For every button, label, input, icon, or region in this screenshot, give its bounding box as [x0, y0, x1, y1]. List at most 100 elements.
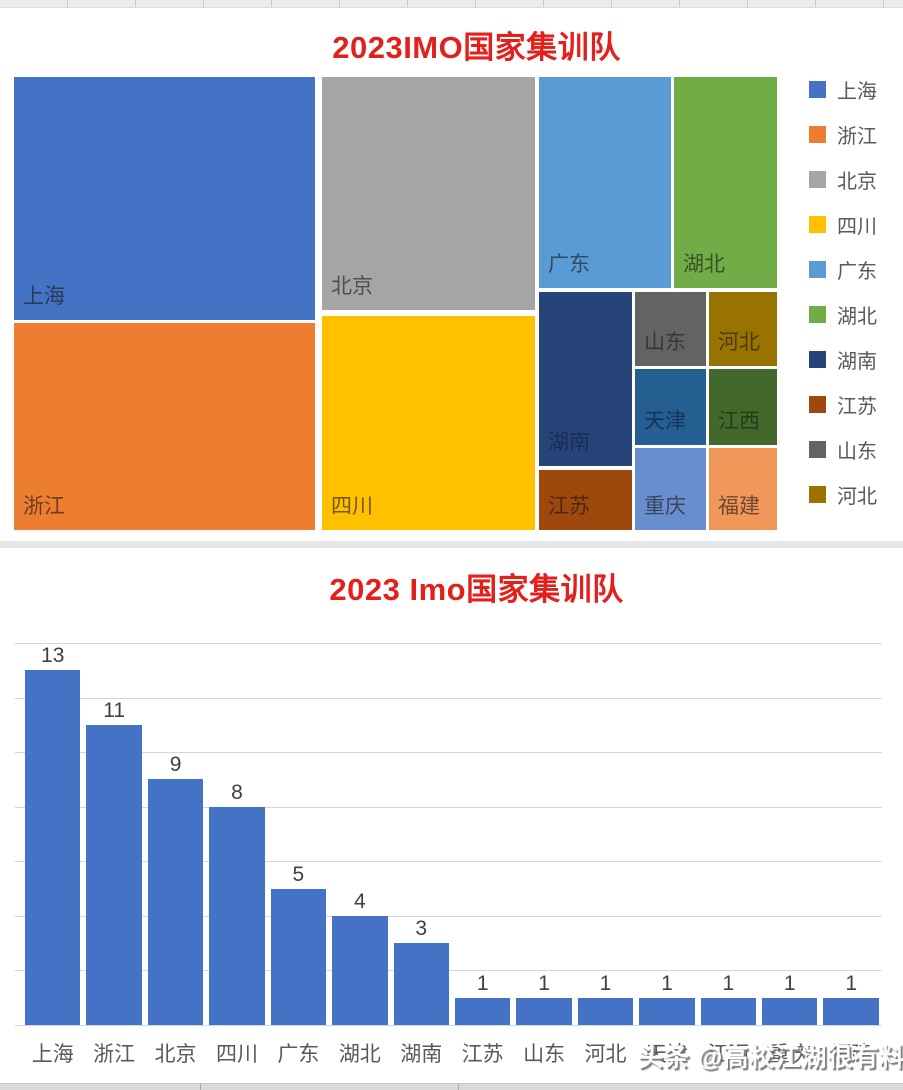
bar[interactable]: 1: [700, 972, 757, 1025]
bar-slot: 1: [762, 643, 818, 1025]
treemap-cell-label: 浙江: [23, 494, 65, 518]
chart-separator: [0, 541, 903, 548]
legend-swatch-icon: [809, 350, 826, 368]
treemap-cell-label: 山东: [644, 331, 686, 354]
spreadsheet-row-strip-top: [0, 0, 903, 8]
bar-value-label: 1: [599, 971, 612, 995]
legend-label: 北京: [837, 170, 877, 193]
bar[interactable]: 5: [270, 863, 327, 1025]
treemap-cell[interactable]: 江西: [709, 369, 777, 445]
bar[interactable]: 1: [516, 972, 572, 1025]
x-axis-label: 重庆: [768, 1043, 811, 1066]
x-axis-label: 上海: [31, 1043, 74, 1066]
legend-item[interactable]: 四川: [809, 215, 877, 238]
bar-slot: 11: [86, 643, 142, 1025]
bar-slot: 1: [516, 643, 572, 1025]
legend-label: 江苏: [837, 395, 877, 418]
legend-label: 浙江: [837, 125, 877, 148]
legend-swatch-icon: [809, 215, 826, 233]
legend-label: 湖北: [837, 305, 877, 328]
legend-label: 山东: [837, 440, 877, 463]
bar-plot: 13 11 9 8 5 4 3 1 1 1 1 1 1 1: [15, 643, 882, 1026]
bar-value-label: 1: [722, 971, 735, 995]
treemap-cell[interactable]: 湖北: [673, 77, 777, 288]
x-axis-label: 河北: [584, 1043, 627, 1066]
bar-value-label: 1: [476, 971, 489, 995]
legend-label: 河北: [837, 485, 877, 508]
legend-item[interactable]: 江苏: [809, 395, 877, 418]
legend-item[interactable]: 湖北: [809, 305, 877, 328]
treemap-legend: 上海浙江北京四川广东湖北湖南江苏山东河北: [809, 80, 877, 508]
bar[interactable]: 11: [86, 699, 142, 1025]
treemap-cell-label: 河北: [718, 331, 761, 354]
treemap-cell-label: 湖北: [682, 253, 725, 276]
treemap-cell-label: 北京: [331, 274, 374, 298]
bar[interactable]: 3: [393, 917, 449, 1025]
cell-separator: [200, 1084, 201, 1090]
bar[interactable]: 1: [454, 972, 511, 1025]
bar-slot: 3: [393, 643, 449, 1025]
legend-item[interactable]: 山东: [809, 440, 877, 463]
x-axis-label: 天津: [645, 1043, 688, 1066]
bar-slot: 8: [209, 643, 265, 1025]
bar[interactable]: 8: [209, 781, 265, 1025]
treemap-cell[interactable]: 湖南: [539, 291, 633, 466]
spreadsheet-row-strip-bottom: [0, 1083, 903, 1090]
legend-item[interactable]: 广东: [809, 260, 877, 283]
legend-item[interactable]: 湖南: [809, 350, 877, 373]
gridline: [15, 915, 882, 917]
treemap-cell-label: 天津: [644, 410, 686, 433]
gridline: [15, 643, 882, 644]
x-axis-label: 四川: [215, 1043, 258, 1066]
gridline: [15, 697, 882, 699]
bar-slot: 13: [25, 643, 81, 1025]
legend-swatch-icon: [809, 485, 826, 503]
bar[interactable]: 4: [332, 890, 388, 1025]
bar-value-label: 5: [292, 862, 305, 886]
treemap-cell[interactable]: 福建: [709, 448, 777, 530]
bar-value-label: 3: [415, 917, 428, 941]
treemap-cell[interactable]: 上海: [14, 77, 315, 320]
legend-swatch-icon: [809, 170, 826, 188]
treemap-cell[interactable]: 北京: [322, 77, 536, 310]
bar[interactable]: 1: [823, 972, 879, 1025]
bar-value-label: 1: [538, 971, 550, 995]
legend-label: 湖南: [837, 350, 877, 373]
bar[interactable]: 1: [639, 972, 695, 1025]
legend-item[interactable]: 河北: [809, 485, 877, 508]
bar-slot: 4: [332, 643, 388, 1025]
legend-item[interactable]: 浙江: [809, 125, 877, 148]
watermark: 头条 @高校江湖很有料: [638, 1044, 903, 1072]
treemap-cell[interactable]: 四川: [322, 316, 536, 530]
legend-item[interactable]: 北京: [809, 170, 877, 193]
treemap-cell[interactable]: 广东: [539, 77, 671, 288]
legend-item[interactable]: 上海: [809, 80, 877, 103]
legend-label: 广东: [837, 260, 877, 283]
bar-value-label: 4: [353, 889, 366, 913]
treemap-cell[interactable]: 天津: [635, 369, 707, 445]
legend-label: 上海: [837, 80, 877, 103]
treemap-cell[interactable]: 山东: [635, 291, 707, 366]
bar[interactable]: 13: [25, 644, 81, 1025]
bar-value-label: 11: [103, 698, 126, 722]
bar[interactable]: 9: [147, 753, 204, 1025]
x-axis-label: 广东: [277, 1043, 320, 1066]
legend-swatch-icon: [809, 395, 826, 413]
bar-slot: 1: [700, 643, 757, 1025]
treemap-cell[interactable]: 重庆: [635, 448, 707, 530]
treemap-plot: 上海浙江 北京四川 广东 湖北湖南 江苏 山东 河北天津 江西 重庆 福建: [14, 77, 777, 530]
cell-separator: [458, 1084, 459, 1090]
bar-chart-title: 2023 Imo国家集训队: [329, 572, 624, 607]
legend-swatch-icon: [809, 260, 826, 278]
bar[interactable]: 1: [762, 972, 818, 1025]
bar-value-label: 9: [169, 753, 182, 777]
bar[interactable]: 1: [577, 972, 634, 1025]
bar-slot: 1: [577, 643, 634, 1025]
bars-container: 13 11 9 8 5 4 3 1 1 1 1 1 1 1: [25, 643, 879, 1025]
x-axis-label: 北京: [154, 1043, 197, 1066]
x-axis-label: 山东: [523, 1043, 566, 1066]
x-axis-label: 江苏: [461, 1043, 504, 1066]
treemap-cell[interactable]: 浙江: [14, 322, 315, 530]
treemap-cell[interactable]: 江苏: [539, 469, 633, 530]
treemap-cell[interactable]: 河北: [709, 291, 777, 366]
